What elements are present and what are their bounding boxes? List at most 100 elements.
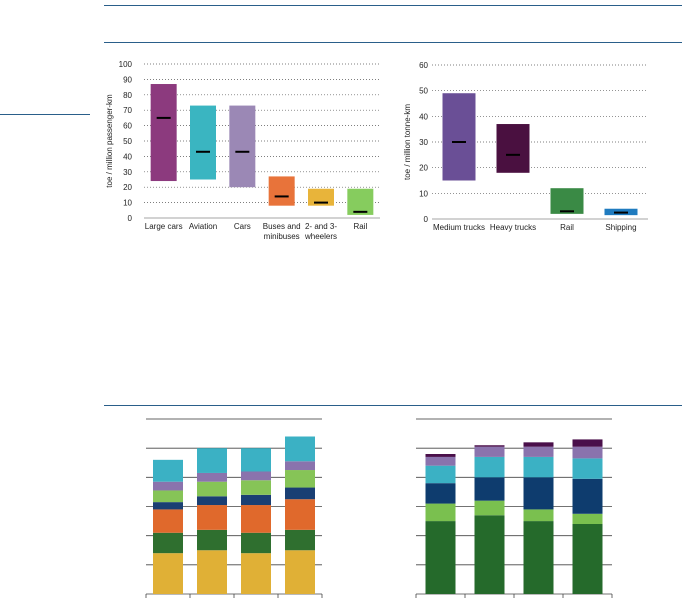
- stack-segment: [285, 499, 315, 530]
- stack-segment: [474, 446, 505, 457]
- stack-segment: [197, 448, 227, 473]
- category-label: Cars: [234, 222, 251, 231]
- y-tick-label: 30: [123, 168, 132, 177]
- stack-segment: [474, 500, 505, 516]
- stack-segment: [241, 553, 271, 594]
- stack-segment: [523, 446, 554, 457]
- range-bar: [550, 188, 584, 214]
- stack-segment: [425, 521, 456, 594]
- stacked-chart-1: [145, 418, 323, 598]
- range-bar: [496, 124, 530, 173]
- stack-segment: [474, 445, 505, 447]
- stack-segment: [285, 461, 315, 471]
- y-tick-label: 80: [123, 91, 132, 100]
- y-axis-label: toe / million tonne-km: [403, 104, 412, 180]
- section-rule-2: [104, 405, 682, 406]
- y-tick-label: 90: [123, 75, 132, 84]
- stack-segment: [153, 509, 183, 533]
- category-label: Rail: [560, 223, 574, 232]
- category-label: Shipping: [605, 223, 636, 232]
- stack-segment: [523, 521, 554, 594]
- category-label: 2- and 3-: [305, 222, 337, 231]
- y-tick-label: 0: [128, 214, 133, 223]
- range-bar: [347, 188, 374, 215]
- range-bar: [150, 84, 177, 182]
- y-tick-label: 100: [119, 60, 133, 69]
- y-tick-label: 30: [419, 138, 428, 147]
- stack-segment: [241, 532, 271, 554]
- stack-segment: [523, 509, 554, 522]
- y-tick-label: 40: [123, 152, 132, 161]
- stack-segment: [285, 550, 315, 594]
- range-bar: [229, 105, 256, 188]
- y-tick-label: 10: [419, 189, 428, 198]
- y-tick-label: 20: [123, 183, 132, 192]
- category-label: Aviation: [189, 222, 217, 231]
- y-tick-label: 20: [419, 164, 428, 173]
- stack-segment: [241, 448, 271, 472]
- stack-segment: [241, 494, 271, 506]
- y-tick-label: 60: [419, 61, 428, 70]
- stack-segment: [153, 532, 183, 554]
- range-bar: [268, 176, 295, 206]
- stack-segment: [572, 478, 603, 514]
- stack-segment: [197, 481, 227, 497]
- stack-segment: [153, 481, 183, 491]
- y-tick-label: 50: [123, 137, 132, 146]
- stack-segment: [197, 550, 227, 594]
- stack-segment: [197, 505, 227, 530]
- y-tick-label: 70: [123, 106, 132, 115]
- range-chart-1: 0 10 20 30 40 50 60 70 80 90 100 toe / million pass…: [105, 60, 380, 241]
- stack-segment: [153, 553, 183, 594]
- stacked-chart-2: [415, 418, 613, 598]
- top-rule: [104, 5, 682, 6]
- stack-segment: [153, 502, 183, 510]
- stack-segment: [285, 436, 315, 462]
- category-label: Medium trucks: [433, 223, 485, 232]
- stack-segment: [425, 503, 456, 522]
- category-label: wheelers: [304, 232, 337, 241]
- y-tick-label: 60: [123, 122, 132, 131]
- side-rule: [0, 114, 90, 115]
- stack-segment: [241, 471, 271, 481]
- category-label: Rail: [353, 222, 367, 231]
- stack-segment: [285, 529, 315, 551]
- stack-segment: [523, 456, 554, 478]
- section-rule-1: [104, 42, 682, 43]
- stack-segment: [474, 456, 505, 478]
- stack-segment: [153, 459, 183, 482]
- stack-segment: [474, 515, 505, 594]
- stack-segment: [425, 454, 456, 457]
- stack-segment: [285, 470, 315, 488]
- category-label: Large cars: [145, 222, 183, 231]
- stack-segment: [241, 480, 271, 495]
- stack-segment: [425, 465, 456, 484]
- y-tick-label: 40: [419, 112, 428, 121]
- stack-segment: [572, 524, 603, 594]
- y-axis-label: toe / million passenger-km: [105, 94, 114, 188]
- y-tick-label: 10: [123, 199, 132, 208]
- range-bar: [308, 188, 334, 206]
- stack-segment: [241, 505, 271, 533]
- range-bar: [442, 93, 476, 181]
- category-label: minibuses: [264, 232, 300, 241]
- stack-segment: [153, 490, 183, 503]
- stack-segment: [425, 456, 456, 466]
- y-tick-label: 0: [424, 215, 429, 224]
- stack-segment: [197, 529, 227, 551]
- stack-segment: [572, 439, 603, 447]
- stack-segment: [474, 477, 505, 501]
- range-bar: [190, 105, 216, 180]
- category-label: Buses and: [263, 222, 301, 231]
- stack-segment: [425, 483, 456, 504]
- y-tick-label: 50: [419, 87, 428, 96]
- stack-segment: [197, 496, 227, 506]
- stack-segment: [572, 446, 603, 459]
- category-label: Heavy trucks: [490, 223, 536, 232]
- stack-segment: [523, 442, 554, 447]
- stack-segment: [572, 458, 603, 479]
- range-chart-2: 0 10 20 30 40 50 60 toe / million tonne-km Mediu…: [403, 61, 648, 232]
- stack-segment: [572, 513, 603, 524]
- stack-segment: [197, 472, 227, 482]
